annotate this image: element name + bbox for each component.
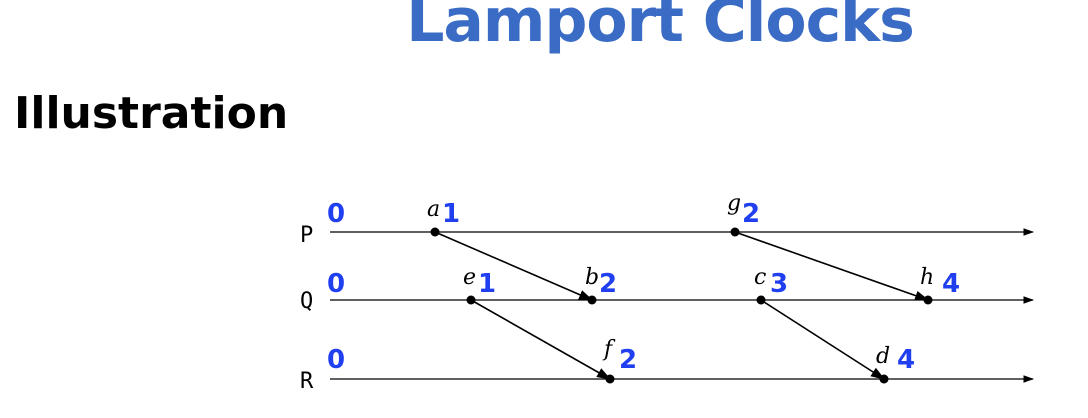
event-e: e 1 xyxy=(463,265,496,305)
event-dot xyxy=(731,228,740,237)
event-a: a 1 xyxy=(427,197,460,237)
process-label: P xyxy=(300,223,313,248)
event-clock: 1 xyxy=(478,269,496,299)
event-label: a xyxy=(427,197,440,222)
event-dot xyxy=(757,296,766,305)
initial-clock: 0 xyxy=(327,269,345,299)
event-dot xyxy=(467,296,476,305)
initial-clock: 0 xyxy=(327,199,345,229)
event-clock: 3 xyxy=(770,269,788,299)
initial-clock: 0 xyxy=(327,345,345,375)
event-clock: 1 xyxy=(442,199,460,229)
process-label: R xyxy=(300,369,314,394)
event-b: b 2 xyxy=(585,265,617,305)
event-clock: 4 xyxy=(897,345,915,375)
event-g: g 2 xyxy=(727,191,760,237)
event-dot xyxy=(606,375,615,384)
event-dot xyxy=(880,375,889,384)
event-d: d 4 xyxy=(876,344,915,384)
event-f: f 2 xyxy=(602,337,637,384)
event-label: e xyxy=(463,265,476,290)
event-clock: 4 xyxy=(942,269,960,299)
event-label: d xyxy=(876,344,890,369)
event-dot xyxy=(924,296,933,305)
event-dot xyxy=(588,296,597,305)
event-clock: 2 xyxy=(599,269,617,299)
event-h: h 4 xyxy=(920,265,960,305)
message-arrow-a-b xyxy=(435,232,592,300)
message-arrow-e-f xyxy=(471,300,610,379)
event-c: c 3 xyxy=(754,265,788,305)
event-label: h xyxy=(920,265,934,290)
event-clock: 2 xyxy=(619,345,637,375)
timeline-p: P 0 xyxy=(300,199,1033,248)
process-label: Q xyxy=(300,289,313,314)
message-arrow-c-d xyxy=(761,300,884,379)
event-dot xyxy=(431,228,440,237)
event-label: g xyxy=(727,191,741,216)
event-label: b xyxy=(585,265,599,290)
event-clock: 2 xyxy=(742,199,760,229)
event-label: c xyxy=(754,265,766,290)
event-label: f xyxy=(602,337,616,362)
timeline-r: R 0 xyxy=(300,345,1033,394)
